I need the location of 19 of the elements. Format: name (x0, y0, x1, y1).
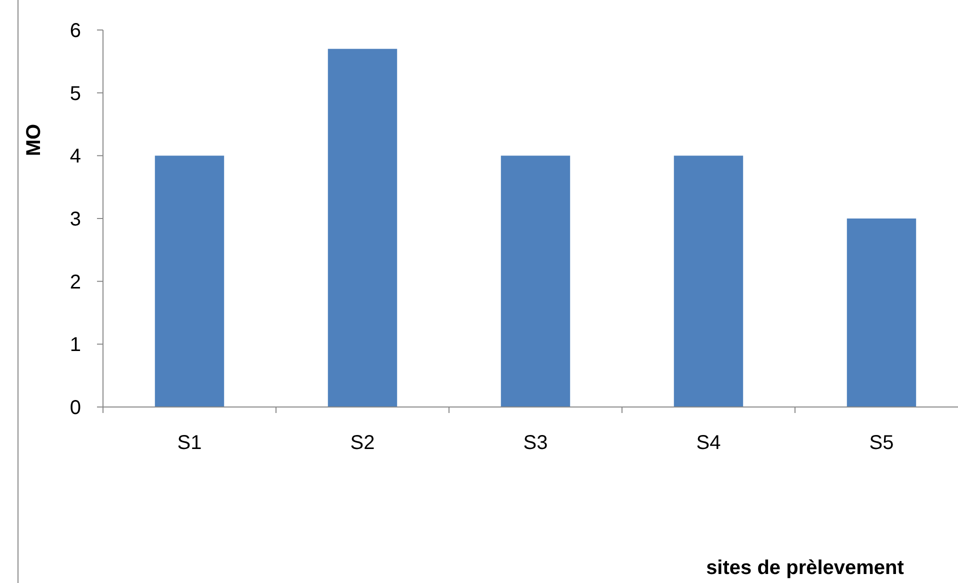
bar (500, 156, 570, 407)
bar (674, 156, 744, 407)
x-tick-label: S5 (869, 432, 894, 454)
y-tick-label: 1 (70, 334, 81, 356)
y-tick-label: 2 (70, 271, 81, 294)
bar (328, 48, 398, 407)
x-tick-label: S1 (177, 432, 202, 454)
x-tick-label: S3 (523, 432, 548, 454)
x-tick-label: S4 (696, 432, 721, 454)
y-tick-label: 5 (70, 82, 81, 105)
bar (154, 156, 224, 407)
text: sites de prèlevement (706, 557, 904, 579)
y-tick-label: 0 (70, 397, 81, 419)
y-tick-label: 4 (70, 146, 81, 168)
y-tick-label: 6 (70, 20, 81, 42)
bar (846, 218, 916, 407)
x-tick-label: S2 (350, 432, 375, 454)
y-tick-label: 3 (70, 208, 81, 230)
y-axis-title: MO (23, 124, 45, 156)
